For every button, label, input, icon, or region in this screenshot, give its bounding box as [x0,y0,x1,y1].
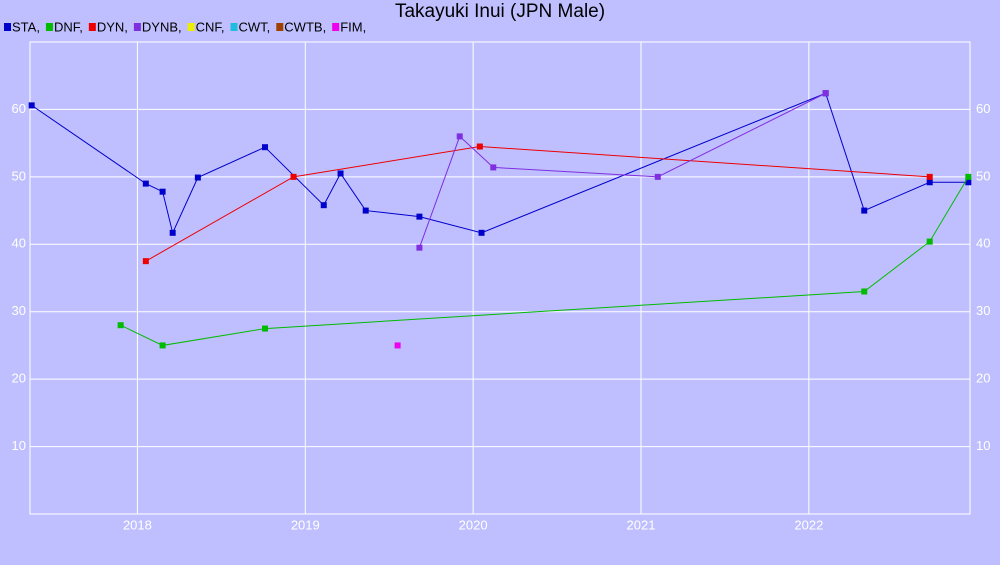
y-tick-label: 40 [12,236,26,251]
x-tick-label: 2018 [123,517,152,532]
legend-label: CNF, [196,19,225,34]
point [965,179,972,186]
point [416,213,423,220]
legend-label: CWTB, [284,19,326,34]
legend-swatch [133,23,141,31]
point [926,173,933,180]
point [965,173,972,180]
legend-label: CWT, [239,19,271,34]
legend-swatch [332,23,340,31]
point [362,207,369,214]
point [290,173,297,180]
legend-label: FIM, [340,19,366,34]
point [117,322,124,329]
point [490,164,497,171]
point [456,133,463,140]
legend-swatch [4,23,11,31]
plot-area [29,41,971,515]
point [822,90,829,97]
y2-tick-label: 10 [976,438,990,453]
y-tick-label: 30 [12,303,26,318]
point [926,179,933,186]
point [337,170,344,177]
y2-tick-label: 30 [976,303,990,318]
point [142,180,149,187]
point [416,244,423,251]
point [169,229,176,236]
x-tick-label: 2019 [291,517,320,532]
point [926,238,933,245]
point [262,325,268,332]
legend-label: DYNB, [142,19,182,34]
y-tick-label: 10 [12,438,26,453]
point [320,202,327,209]
legend-swatch [276,23,284,31]
point [262,144,268,151]
point [654,173,661,180]
point [394,342,401,349]
legend-swatch [187,23,195,31]
x-tick-label: 2022 [794,517,823,532]
y-tick-label: 50 [12,168,26,183]
y2-tick-label: 40 [976,236,990,251]
series-line [418,92,826,248]
point [478,229,485,236]
legend: STA, DNF, DYN, DYNB, CNF, CWT, CWTB, FIM, [4,19,366,34]
series-line [145,146,930,262]
series-line [120,176,969,346]
point [476,143,483,150]
legend-label: STA, [12,19,40,34]
legend-label: DNF, [54,19,83,34]
x-tick-label: 2020 [459,517,488,532]
point [28,102,35,109]
series-line [31,92,969,235]
legend-swatch [88,23,96,31]
point [861,207,868,214]
legend-swatch [230,23,238,31]
y-tick-label: 20 [12,371,26,386]
legend-swatch [45,23,53,31]
y-tick-label: 60 [12,101,26,116]
y2-tick-label: 60 [976,101,990,116]
point [142,258,149,265]
point [861,288,868,295]
y2-tick-label: 50 [976,168,990,183]
chart-title: Takayuki Inui (JPN Male) [395,1,605,22]
point [159,188,166,195]
point [194,174,201,181]
legend-label: DYN, [97,19,128,34]
point [159,342,166,349]
y2-tick-label: 20 [976,371,990,386]
x-tick-label: 2021 [627,517,656,532]
